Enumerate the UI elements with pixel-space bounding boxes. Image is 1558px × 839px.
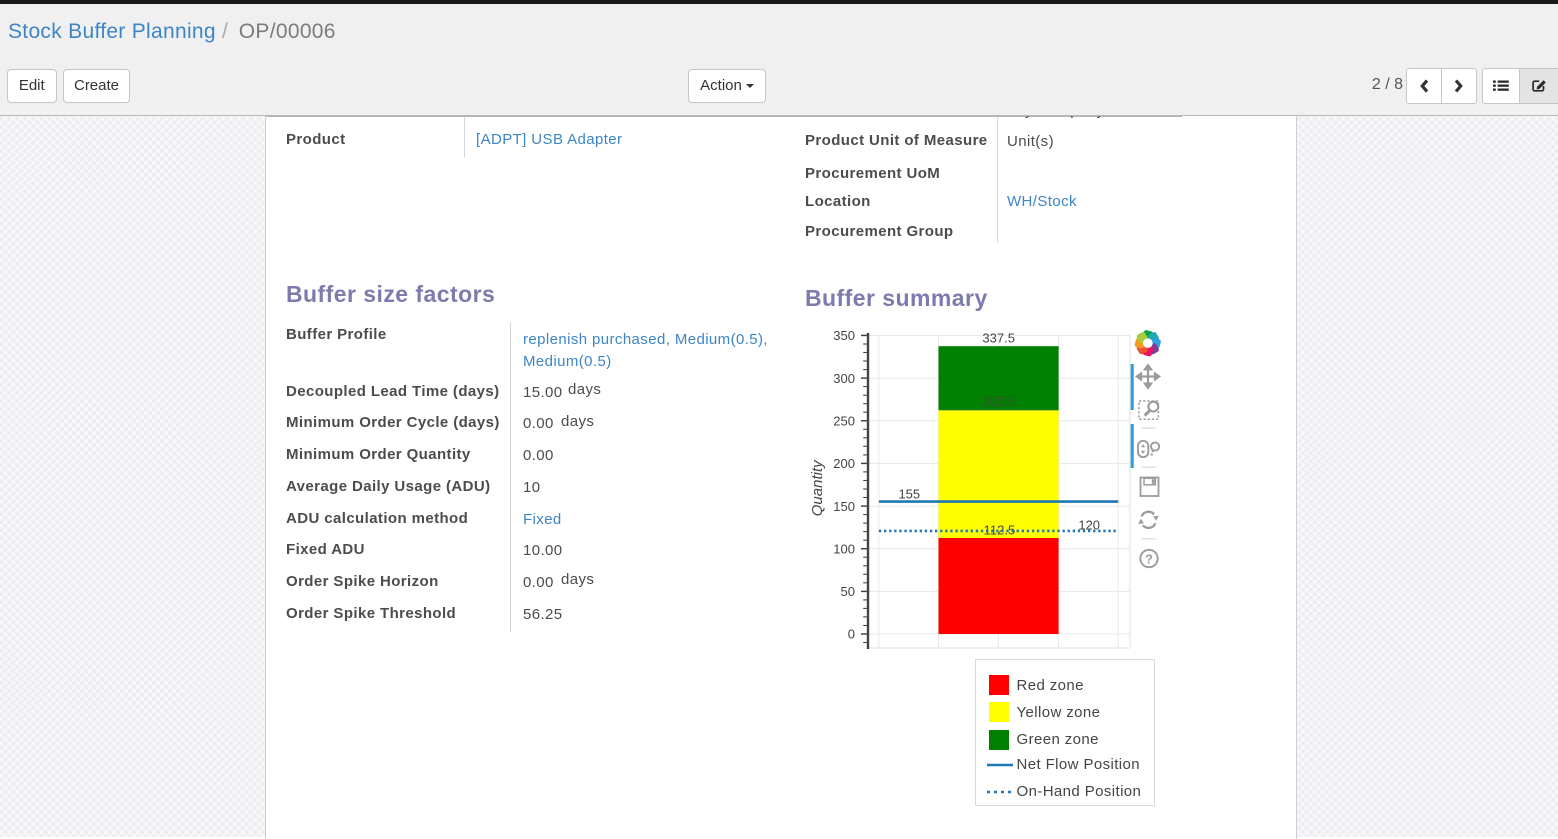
svg-text:100: 100 xyxy=(833,541,855,556)
svg-text:50: 50 xyxy=(841,584,855,599)
svg-text:?: ? xyxy=(1145,552,1153,567)
svg-text:120: 120 xyxy=(1078,517,1100,532)
svg-text:250: 250 xyxy=(833,413,855,428)
svg-text:150: 150 xyxy=(833,499,855,514)
svg-text:200: 200 xyxy=(833,456,855,471)
svg-text:155: 155 xyxy=(898,487,920,502)
svg-text:Quantity: Quantity xyxy=(809,459,826,516)
svg-text:0: 0 xyxy=(848,627,855,642)
svg-text:300: 300 xyxy=(833,371,855,386)
svg-text:350: 350 xyxy=(833,328,855,343)
svg-text:112.5: 112.5 xyxy=(984,523,1016,538)
svg-text:337.5: 337.5 xyxy=(982,330,1015,345)
svg-text:262.5: 262.5 xyxy=(982,394,1015,409)
